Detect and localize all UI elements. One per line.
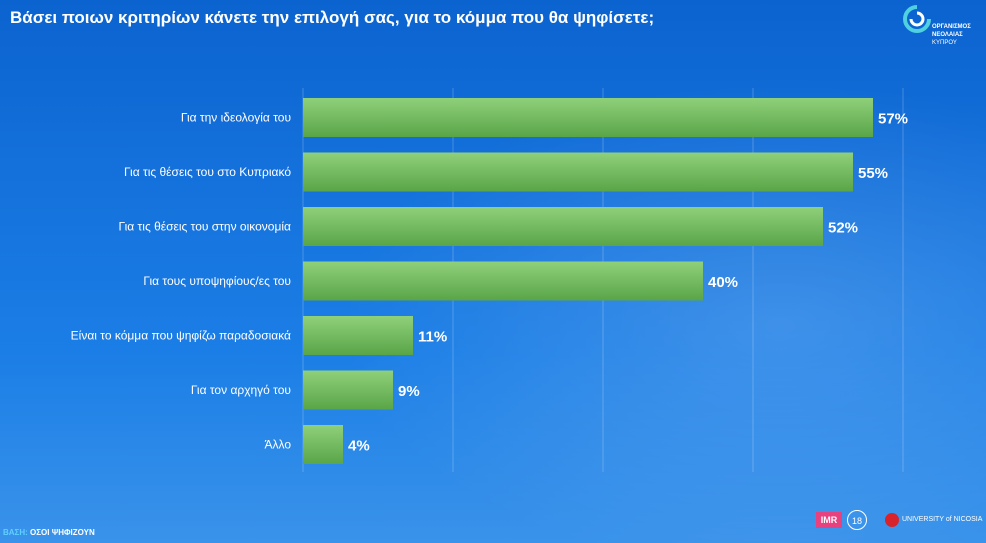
logo-text-line-1: ΟΡΓΑΝΙΣΜΟΣ — [932, 24, 971, 30]
swirl-icon — [903, 5, 931, 33]
value-label: 9% — [398, 383, 420, 400]
logo-text-line-3: ΚΥΠΡΟΥ — [932, 40, 957, 46]
value-label: 52% — [828, 220, 858, 237]
category-label: Για τις θέσεις του στην οικονομία — [119, 220, 292, 234]
base-key: ΒΑΣΗ: — [3, 528, 28, 537]
category-label: Είναι το κόμμα που ψηφίζω παραδοσιακά — [71, 329, 291, 343]
value-label: 55% — [858, 165, 888, 182]
bar — [303, 261, 703, 301]
value-label: 11% — [418, 329, 447, 346]
value-label: 57% — [878, 111, 908, 128]
university-logo-text: UNIVERSITY of NICOSIA — [902, 516, 983, 523]
category-label: Άλλο — [264, 438, 291, 452]
value-label: 40% — [708, 274, 738, 291]
value-label: 4% — [348, 438, 370, 455]
category-label: Για τον αρχηγό του — [191, 383, 291, 397]
imr-logo: IMR — [816, 512, 842, 528]
category-label: Για την ιδεολογία του — [181, 111, 291, 125]
chart-bars: Για την ιδεολογία του 57% Για τις θέσεις τ… — [71, 98, 908, 464]
university-emblem-icon — [885, 513, 899, 527]
bar — [303, 316, 413, 355]
category-label: Για τις θέσεις του στο Κυπριακό — [124, 165, 291, 179]
youth-organization-logo: ΟΡΓΑΝΙΣΜΟΣ ΝΕΟΛΑΙΑΣ ΚΥΠΡΟΥ — [902, 4, 982, 52]
base-value: ΟΣΟΙ ΨΗΦΙΖΟΥΝ — [30, 528, 95, 537]
background-haze — [300, 60, 986, 543]
bar — [303, 98, 873, 137]
category-label: Για τους υποψηφίους/ες του — [143, 274, 291, 288]
bar — [303, 207, 823, 246]
bar — [303, 425, 343, 464]
anniversary-seal-logo: 18 — [847, 510, 867, 530]
bar — [303, 370, 393, 410]
logo-text-line-2: ΝΕΟΛΑΙΑΣ — [932, 32, 963, 38]
page-title: Βάσει ποιων κριτηρίων κάνετε την επιλογή… — [10, 8, 655, 27]
bar — [303, 152, 853, 192]
sample-base-note: ΒΑΣΗ: ΟΣΟΙ ΨΗΦΙΖΟΥΝ — [3, 528, 95, 537]
